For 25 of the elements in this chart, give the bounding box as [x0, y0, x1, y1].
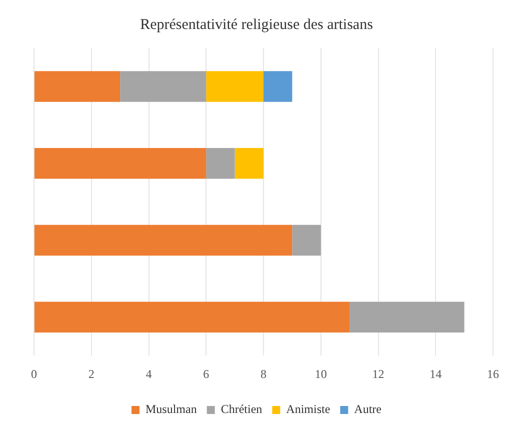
chart-title: Représentativité religieuse des artisans — [140, 16, 374, 33]
x-tick-label: 8 — [260, 366, 266, 381]
x-tick-label: 10 — [314, 366, 327, 381]
x-tick-label: 2 — [88, 366, 94, 381]
x-tick-label: 16 — [487, 366, 499, 381]
bar — [120, 71, 206, 102]
x-tick-label: 4 — [146, 366, 152, 381]
x-tick-label: 14 — [430, 366, 442, 381]
bar — [206, 148, 235, 179]
legend-label: Chrétien — [220, 402, 262, 416]
legend-label: Musulman — [146, 402, 197, 416]
bar — [34, 148, 206, 179]
bar — [292, 224, 321, 256]
bar — [34, 224, 292, 256]
x-tick-label: 12 — [372, 366, 384, 381]
bar — [206, 71, 264, 102]
bar — [264, 71, 292, 102]
x-tick-label: 0 — [31, 366, 37, 381]
bar — [350, 302, 464, 333]
x-tick-label: 6 — [203, 366, 210, 381]
bar — [34, 302, 350, 333]
bar — [34, 71, 120, 102]
legend-label: Autre — [354, 402, 382, 416]
bar — [234, 148, 264, 179]
legend-label: Animiste — [286, 402, 330, 416]
